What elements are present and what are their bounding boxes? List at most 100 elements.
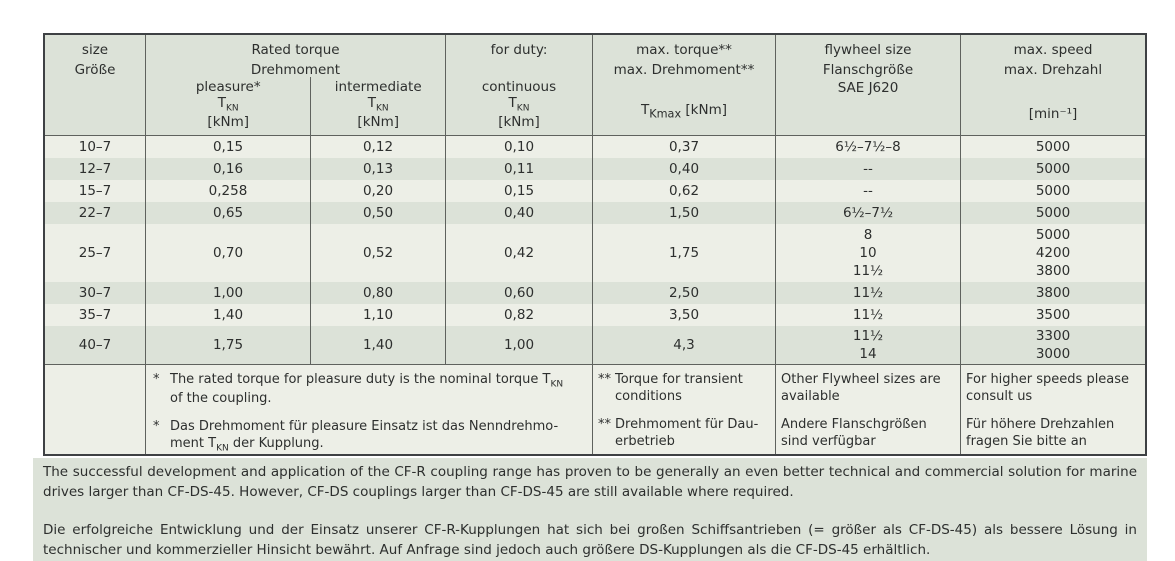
table-row: 30–7 1,00 0,80 0,60 2,50 11½ 3800	[45, 282, 1145, 304]
header-continuous: continuous TKN [kNm]	[446, 77, 592, 130]
cell-max-torque: 0,62	[592, 180, 775, 202]
cell-continuous: 0,40	[445, 202, 592, 224]
header-speed-unit: [min⁻¹]	[1028, 106, 1078, 122]
cell-intermediate: 0,50	[310, 202, 445, 224]
table-footnotes: * The rated torque for pleasure duty is …	[45, 364, 1145, 454]
footnote-max-torque-de: ** Drehmoment für Dau- erbetrieb	[598, 416, 771, 450]
header-flywheel-en: flywheel size	[824, 42, 912, 58]
cell-max-torque: 1,75	[592, 224, 775, 282]
cell-size: 25–7	[78, 245, 112, 261]
header-max-speed: max. speed max. Drehzahl [min⁻¹]	[960, 35, 1145, 135]
cell-continuous: 0,42	[445, 224, 592, 282]
header-size-en: size	[81, 42, 109, 58]
cell-intermediate: 0,80	[310, 282, 445, 304]
cell-pleasure: 0,258	[145, 180, 310, 202]
header-speed-lines: max. speed max. Drehzahl	[961, 35, 1145, 78]
table-header: size Größe Rated torque Drehmoment pleas…	[45, 35, 1145, 136]
header-size-de: Größe	[74, 62, 116, 78]
header-flywheel-lines: flywheel size Flanschgröße	[776, 35, 960, 78]
cell-intermediate: 1,40	[310, 326, 445, 364]
symbol-base: T	[367, 95, 377, 111]
torque-symbol-tkn: TKN	[218, 96, 239, 114]
cell-speed: 5000	[960, 180, 1145, 202]
symbol-sub: KN	[516, 103, 530, 114]
table-body: 10–7 0,15 0,12 0,10 0,37 6½–7½–8 5000 12…	[45, 136, 1145, 364]
cell-speed: 5000	[960, 202, 1145, 224]
cell-continuous: 1,00	[445, 326, 592, 364]
header-pleasure-label: pleasure*	[195, 79, 261, 95]
cell-flywheel: --	[775, 158, 960, 180]
footnote-flywheel-en: Other Flywheel sizes are available	[781, 372, 941, 404]
cell-size: 12–7	[78, 161, 112, 177]
cell-size: 15–7	[78, 183, 112, 199]
footnote-rated-de: * Das Drehmoment für pleasure Einsatz is…	[153, 418, 588, 454]
asterisk-marker: *	[153, 372, 160, 387]
cell-flywheel: 8 10 11½	[775, 224, 960, 282]
cell-max-torque: 4,3	[592, 326, 775, 364]
cell-intermediate: 1,10	[310, 304, 445, 326]
header-size: size Größe	[45, 35, 145, 135]
cell-continuous: 0,11	[445, 158, 592, 180]
torque-symbol-tkn: TKN	[509, 96, 530, 114]
symbol-sub: Kmax	[649, 108, 682, 121]
torque-symbol-tkn: TKN	[368, 96, 389, 114]
cell-size: 40–7	[78, 337, 112, 353]
header-for-duty: for duty: continuous TKN [kNm]	[445, 35, 592, 135]
footnote-max-torque: ** Torque for transient conditions ** Dr…	[592, 365, 775, 454]
symbol-base: T	[217, 95, 227, 111]
header-intermediate-label: intermediate	[334, 79, 422, 95]
table-row: 25–7 0,70 0,52 0,42 1,75 8 10 11½ 5000 4…	[45, 224, 1145, 282]
footnote-speed-en: For higher speeds please consult us	[966, 372, 1130, 404]
header-duty-title: for duty:	[446, 35, 592, 77]
cell-speed: 3300 3000	[960, 326, 1145, 364]
cell-pleasure: 0,70	[145, 224, 310, 282]
header-duty-title-text: for duty:	[490, 42, 548, 58]
header-speed-en: max. speed	[1013, 42, 1093, 58]
cell-speed: 3500	[960, 304, 1145, 326]
torque-symbol-tkmax: TKmax [kNm]	[593, 102, 775, 121]
header-size-lines: size Größe	[45, 35, 145, 78]
cell-pleasure: 0,15	[145, 136, 310, 158]
footnote-text-after: der Kupplung.	[228, 435, 324, 451]
footnote-text: Torque for transient conditions	[615, 372, 743, 404]
header-max-torque-lines: max. torque** max. Drehmoment**	[593, 35, 775, 78]
cell-speed: 3800	[960, 282, 1145, 304]
table-row: 40–7 1,75 1,40 1,00 4,3 11½ 14 3300 3000	[45, 326, 1145, 364]
cell-continuous: 0,82	[445, 304, 592, 326]
cell-continuous: 0,15	[445, 180, 592, 202]
footnote-text-before: Das Drehmoment für pleasure Einsatz ist …	[170, 418, 559, 451]
table-row: 12–7 0,16 0,13 0,11 0,40 -- 5000	[45, 158, 1145, 180]
footnote-flywheel: Other Flywheel sizes are available Ander…	[775, 365, 960, 454]
header-intermediate: intermediate TKN [kNm]	[310, 77, 445, 135]
footnote-text: Drehmoment für Dau- erbetrieb	[615, 417, 759, 449]
asterisk-marker: *	[153, 418, 160, 434]
header-intermediate-unit: [kNm]	[357, 113, 400, 130]
cell-pleasure: 1,40	[145, 304, 310, 326]
cell-size: 35–7	[78, 307, 112, 323]
cell-flywheel: 11½	[775, 282, 960, 304]
table-row: 35–7 1,40 1,10 0,82 3,50 11½ 3500	[45, 304, 1145, 326]
footnote-text-after: of the coupling.	[170, 390, 272, 406]
description-paragraph-de: Die erfolgreiche Entwicklung und der Ein…	[43, 522, 1137, 558]
description-block: The successful development and applicati…	[33, 458, 1147, 561]
cell-speed: 5000 4200 3800	[960, 224, 1145, 282]
cell-continuous: 0,60	[445, 282, 592, 304]
cell-speed: 5000	[960, 136, 1145, 158]
footnote-text: Das Drehmoment für pleasure Einsatz ist …	[170, 418, 588, 454]
header-rated-en: Rated torque	[251, 42, 340, 58]
symbol-base: T	[640, 102, 650, 119]
footnote-empty-cell	[45, 365, 145, 454]
cell-intermediate: 0,20	[310, 180, 445, 202]
cell-intermediate: 0,12	[310, 136, 445, 158]
cell-flywheel: 11½	[775, 304, 960, 326]
cell-flywheel: 6½–7½–8	[775, 136, 960, 158]
header-pleasure: pleasure* TKN [kNm]	[146, 77, 310, 135]
table-row: 15–7 0,258 0,20 0,15 0,62 -- 5000	[45, 180, 1145, 202]
header-max-torque-en: max. torque**	[636, 42, 732, 58]
double-asterisk-marker: **	[598, 417, 611, 432]
header-speed-de: max. Drehzahl	[1003, 62, 1103, 78]
cell-max-torque: 2,50	[592, 282, 775, 304]
cell-size: 30–7	[78, 285, 112, 301]
cell-max-torque: 1,50	[592, 202, 775, 224]
